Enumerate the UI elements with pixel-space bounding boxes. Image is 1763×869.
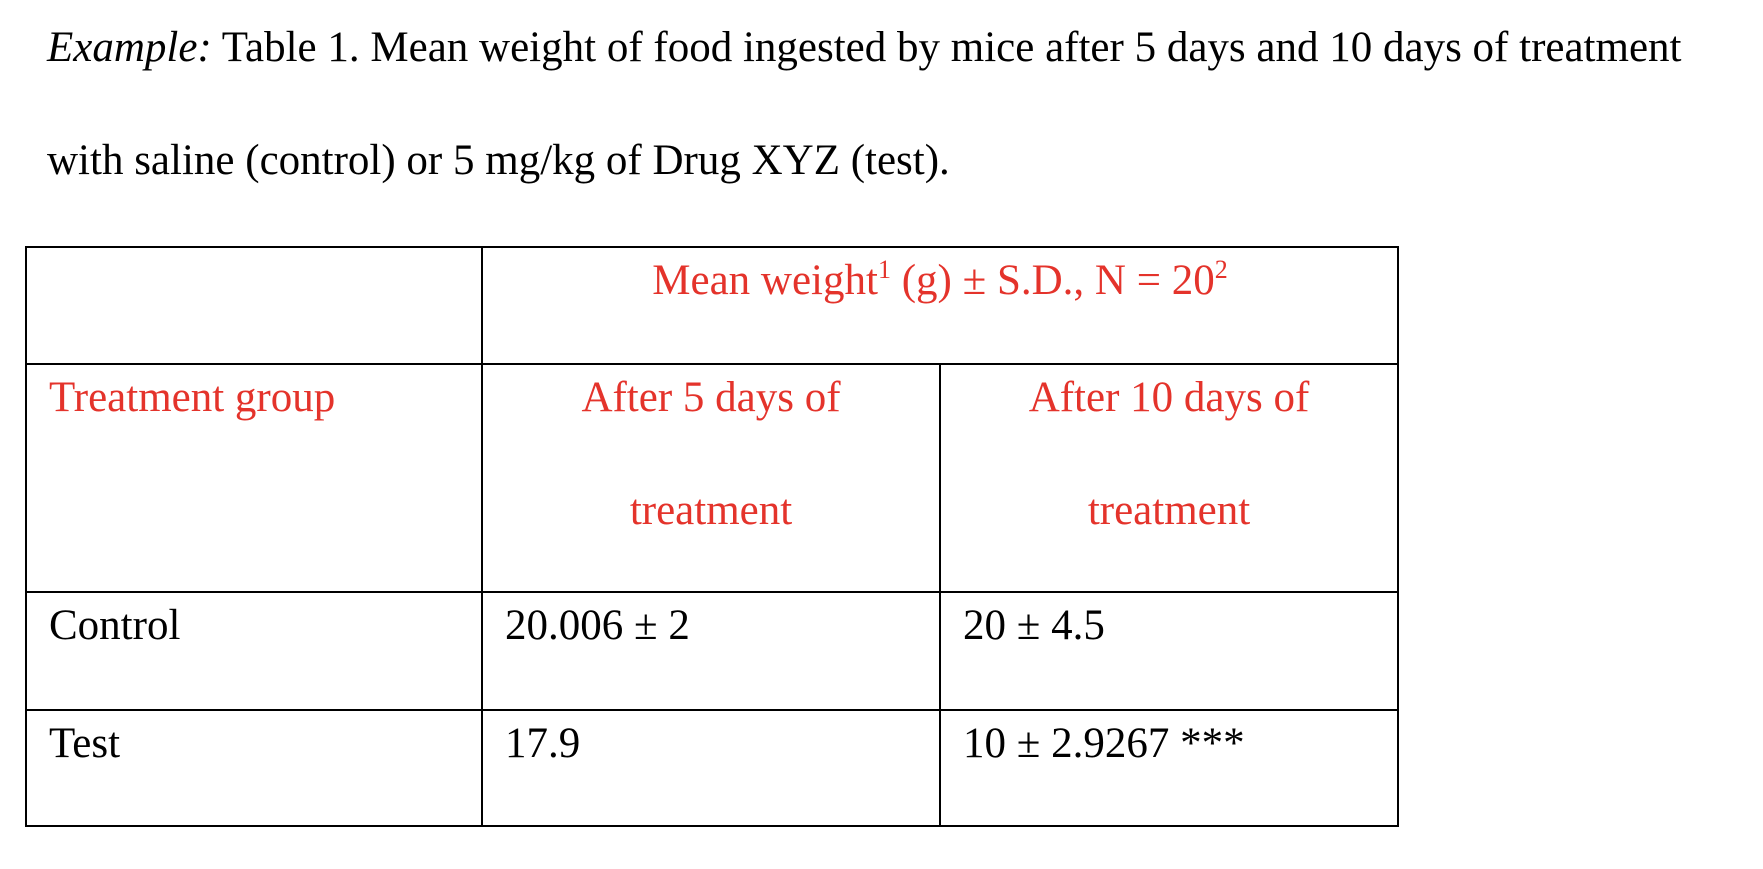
header-text: Treatment group [49, 374, 336, 421]
cell: 20 ± 4.5 [939, 591, 1399, 711]
cell-text: Control [49, 602, 181, 649]
column-header: Treatment group [25, 363, 483, 593]
header-text: After 5 days of treatment [581, 374, 841, 534]
table-row: Test 17.9 10 ± 2.9267 *** [25, 709, 1399, 827]
column-header: After 5 days of treatment [481, 363, 941, 593]
data-table: Mean weight1 (g) ± S.D., N = 202 Treatme… [25, 246, 1399, 827]
empty-cell [25, 246, 483, 365]
caption-label: Example: [47, 24, 212, 71]
cell-text: 20.006 ± 2 [505, 602, 690, 649]
cell: 20.006 ± 2 [481, 591, 941, 711]
cell-text: 20 ± 4.5 [963, 602, 1105, 649]
cell: 10 ± 2.9267 *** [939, 709, 1399, 827]
cell-text: Test [49, 720, 121, 767]
caption-text: Table 1. Mean weight of food ingested by… [47, 24, 1682, 184]
table-caption: Example: Table 1. Mean weight of food in… [47, 0, 1763, 217]
table-row: Control 20.006 ± 2 20 ± 4.5 [25, 591, 1399, 711]
header-text: (g) ± S.D., N = 20 [901, 257, 1215, 304]
spanning-header: Mean weight1 (g) ± S.D., N = 202 [481, 246, 1399, 365]
column-header-row: Treatment group After 5 days of treatmen… [25, 363, 1399, 593]
cell-text: 17.9 [505, 720, 581, 767]
header-text: Mean weight [652, 257, 878, 304]
column-header: After 10 days of treatment [939, 363, 1399, 593]
header-text: After 10 days of treatment [1028, 374, 1310, 534]
cell: Control [25, 591, 483, 711]
footnote-mark: 2 [1214, 255, 1228, 284]
footnote-mark: 1 [877, 255, 891, 284]
cell-text: 10 ± 2.9267 *** [963, 720, 1245, 767]
cell: 17.9 [481, 709, 941, 827]
header-row: Mean weight1 (g) ± S.D., N = 202 [25, 246, 1399, 365]
cell: Test [25, 709, 483, 827]
